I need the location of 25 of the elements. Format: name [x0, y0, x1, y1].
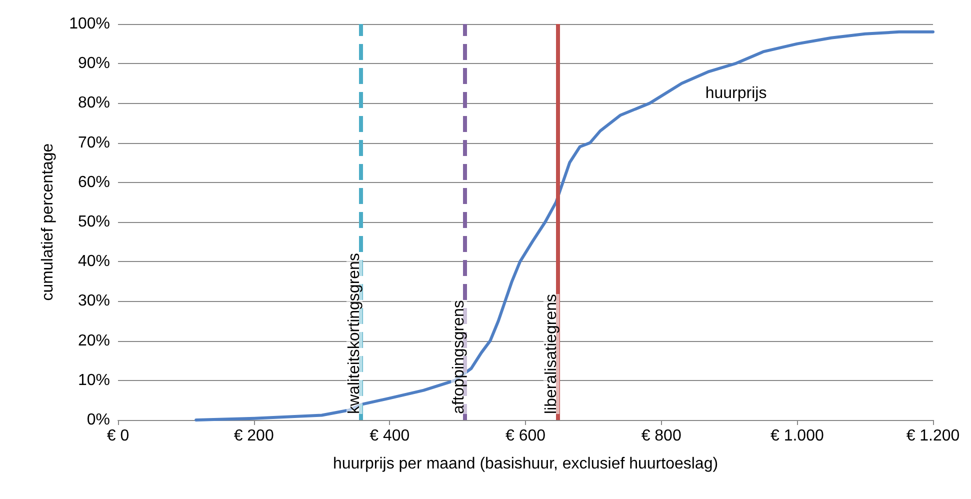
ref-line-label: liberalisatiegrens: [542, 294, 560, 414]
line-series: [194, 30, 934, 422]
ref-line-label: kwaliteitskortingsgrens: [346, 253, 363, 414]
x-tick-label: € 600: [505, 428, 546, 444]
y-tick-label: 100%: [69, 16, 110, 32]
x-tick-label: € 1.200: [906, 428, 960, 444]
y-tick-label: 0%: [86, 412, 110, 428]
x-tick-label: € 800: [641, 428, 682, 444]
y-tick-label: 80%: [78, 94, 110, 112]
y-tick-label: 50%: [78, 214, 110, 230]
y-tick-label: 10%: [78, 372, 110, 389]
ref-line-label: aftoppingsgrens: [450, 300, 468, 414]
y-tick-label: 30%: [78, 292, 110, 310]
y-tick-label: 90%: [78, 55, 110, 72]
x-tick-label: € 200: [234, 428, 274, 444]
y-tick-label: 70%: [78, 134, 110, 152]
y-tick-label: 60%: [78, 174, 110, 191]
series-label: huurprijs: [705, 85, 767, 102]
y-tick-label: 40%: [78, 253, 110, 270]
x-axis-title: huurprijs per maand (basishuur, exclusief huurtoeslag): [332, 456, 718, 472]
y-tick-label: 20%: [78, 332, 110, 350]
x-tick-label: € 0: [106, 428, 130, 444]
x-tick-label: € 1.000: [770, 428, 824, 444]
x-tick-label: € 400: [370, 428, 410, 444]
y-axis-title: cumulatief percentage: [40, 143, 56, 301]
